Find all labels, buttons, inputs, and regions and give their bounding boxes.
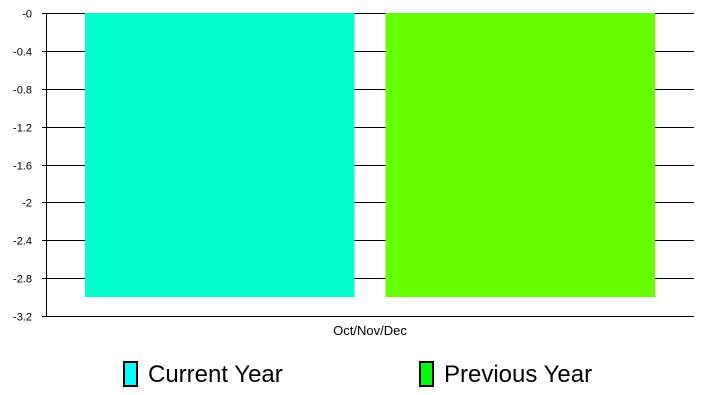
bars	[85, 13, 655, 298]
y-tick-label: -1.6	[13, 161, 32, 173]
legend-label: Previous Year	[444, 361, 592, 388]
legend-swatch	[419, 361, 434, 387]
legend: Current Year Previous Year	[123, 361, 592, 388]
bar-current-year	[85, 13, 355, 298]
x-tick-labels: Oct/Nov/Dec	[333, 323, 407, 338]
legend-swatch	[123, 361, 138, 387]
y-tick-label: -2.8	[13, 274, 32, 286]
y-tick-label: -0.4	[13, 47, 32, 59]
y-tick-label: -3.2	[13, 312, 32, 324]
y-tick-labels: -0 -0.4 -0.8 -1.2 -1.6 -2 -2.4 -2.8 -3.2	[13, 9, 32, 324]
y-tick-label: -2	[22, 198, 32, 210]
y-tick-label: -2.4	[13, 236, 32, 248]
y-tick-label: -0	[22, 9, 32, 21]
y-tick-label: -0.8	[13, 85, 32, 97]
bar-previous-year	[385, 13, 655, 298]
legend-label: Current Year	[148, 361, 283, 388]
x-tick-label: Oct/Nov/Dec	[333, 323, 407, 338]
y-tick-label: -1.2	[13, 123, 32, 135]
